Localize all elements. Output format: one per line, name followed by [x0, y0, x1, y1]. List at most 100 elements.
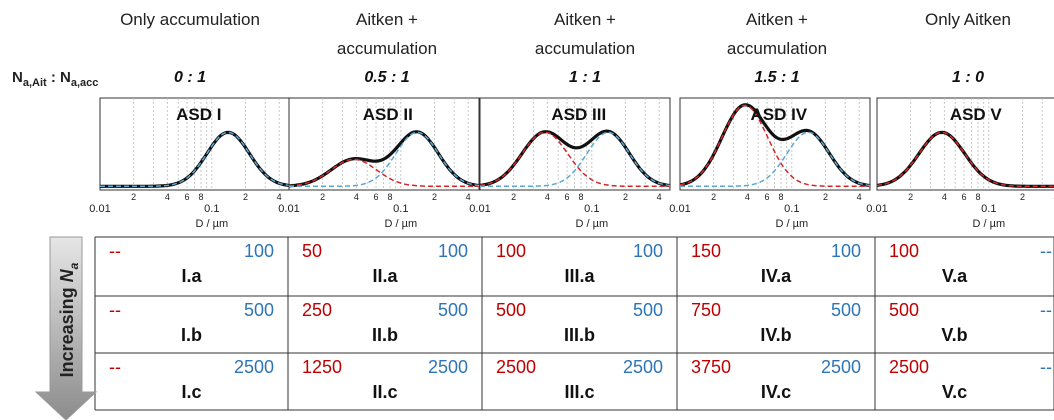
table-cell-i-c: -- 2500 I.c: [109, 357, 274, 402]
case-id: V.c: [942, 382, 967, 402]
asd-panel-4: Aitken + accumulation 1.5 : 1 ASD IV 0.01 2 4 6…: [669, 10, 871, 230]
accumulation-concentration: 500: [438, 300, 468, 320]
panel-label: ASD III: [551, 105, 606, 124]
case-id: IV.b: [760, 325, 791, 345]
x-axis-label: D / µm: [776, 218, 809, 230]
panel-header-line1: Only accumulation: [120, 10, 260, 29]
tick-label-2: 2: [823, 192, 828, 202]
asd-panel-1: Only accumulation 0 : 1 ASD I 0.01 2 4 6 80.1 2 4…: [89, 10, 291, 230]
asd-panel-3: Aitken + accumulation 1 : 1 ASD III 0.01 2 4 6 8…: [469, 10, 671, 230]
table-cell-ii-b: 250 500 II.b: [302, 300, 468, 345]
tick-label-8: 8: [778, 192, 783, 202]
accumulation-concentration: 500: [633, 300, 663, 320]
table-cell-iv-b: 750 500 IV.b: [691, 300, 861, 345]
case-id: III.b: [564, 325, 595, 345]
case-id: I.b: [181, 325, 202, 345]
panel-header-line1: Aitken +: [746, 10, 808, 29]
tick-label-0.1: 0.1: [204, 203, 219, 215]
aitken-concentration: 50: [302, 241, 322, 261]
accumulation-concentration: 100: [633, 241, 663, 261]
panel-label: ASD II: [363, 105, 413, 124]
increasing-na-arrow: Increasing Na: [34, 236, 98, 420]
ratio-legend-label: Na,Ait : Na,acc: [12, 69, 98, 89]
tick-label-6: 6: [565, 192, 570, 202]
case-id: V.a: [942, 266, 968, 286]
tick-label-4: 4: [745, 192, 750, 202]
aitken-concentration: 250: [302, 300, 332, 320]
plot-frame: [679, 97, 871, 191]
aitken-concentration: 1250: [302, 357, 342, 377]
tick-label-0.01: 0.01: [669, 203, 690, 215]
table-cell-v-b: 500 -- V.b: [889, 300, 1052, 345]
table-cell-v-c: 2500 -- V.c: [889, 357, 1052, 402]
case-id: II.c: [372, 382, 397, 402]
tick-label-2: 2: [908, 192, 913, 202]
tick-label-2: 2: [243, 192, 248, 202]
tick-label-2: 2: [131, 192, 136, 202]
tick-label-0.1: 0.1: [784, 203, 799, 215]
accumulation-concentration: 2500: [623, 357, 663, 377]
tick-label-0.01: 0.01: [469, 203, 490, 215]
panel-label: ASD IV: [750, 105, 807, 124]
panel-header-line2: accumulation: [727, 39, 827, 58]
accumulation-mode-curve: [100, 131, 291, 188]
table-cell-i-b: -- 500 I.b: [109, 300, 274, 345]
plot-frame: [876, 97, 1054, 191]
accumulation-concentration: 100: [831, 241, 861, 261]
panel-header-line2: accumulation: [535, 39, 635, 58]
tick-label-4: 4: [657, 192, 662, 202]
tick-label-6: 6: [765, 192, 770, 202]
tick-label-0.1: 0.1: [981, 203, 996, 215]
aitken-concentration: 100: [496, 241, 526, 261]
panel-ratio: 0.5 : 1: [364, 69, 409, 86]
accumulation-concentration: 500: [831, 300, 861, 320]
accumulation-concentration: --: [1040, 300, 1052, 320]
table-cell-v-a: 100 -- V.a: [889, 241, 1052, 286]
tick-label-0.01: 0.01: [866, 203, 887, 215]
panel-header-line1: Aitken +: [554, 10, 616, 29]
accumulation-concentration: 2500: [821, 357, 861, 377]
tick-label-2: 2: [432, 192, 437, 202]
aitken-mode-curve: [288, 158, 479, 188]
plot-frame: [479, 97, 671, 191]
tick-label-6: 6: [374, 192, 379, 202]
panel-ratio: 1 : 0: [952, 69, 984, 86]
concentration-table: -- 100 I.a -- 500 I.b -- 2500 I.c 50 100 II.a 250 500…: [94, 236, 1054, 411]
tick-label-4: 4: [545, 192, 550, 202]
panel-ratio: 1 : 1: [569, 69, 601, 86]
aitken-concentration: 100: [889, 241, 919, 261]
aitken-mode-curve: [679, 104, 870, 188]
tick-label-2: 2: [1020, 192, 1025, 202]
aitken-concentration: 2500: [496, 357, 536, 377]
case-id: I.c: [181, 382, 201, 402]
accumulation-mode-curve: [289, 131, 480, 188]
table-cell-i-a: -- 100 I.a: [109, 241, 274, 286]
case-id: IV.c: [761, 382, 791, 402]
accumulation-concentration: 500: [244, 300, 274, 320]
accumulation-concentration: --: [1040, 357, 1052, 377]
tick-label-6: 6: [962, 192, 967, 202]
case-id: III.c: [564, 382, 594, 402]
aitken-concentration: 750: [691, 300, 721, 320]
table-cell-iii-c: 2500 2500 III.c: [496, 357, 663, 402]
tick-label-8: 8: [578, 192, 583, 202]
x-axis-label: D / µm: [385, 218, 418, 230]
case-id: II.b: [372, 325, 398, 345]
tick-label-2: 2: [711, 192, 716, 202]
tick-label-8: 8: [198, 192, 203, 202]
table-cell-ii-a: 50 100 II.a: [302, 241, 468, 286]
tick-label-4: 4: [466, 192, 471, 202]
tick-label-0.01: 0.01: [278, 203, 299, 215]
aitken-concentration: 500: [889, 300, 919, 320]
panel-header-line1: Aitken +: [356, 10, 418, 29]
tick-label-4: 4: [165, 192, 170, 202]
tick-label-2: 2: [511, 192, 516, 202]
accumulation-mode-curve: [680, 131, 871, 188]
arrow-shape: [34, 236, 98, 420]
aitken-concentration: --: [109, 300, 121, 320]
asd-panel-2: Aitken + accumulation 0.5 : 1 ASD II 0.01 2 4 6…: [278, 10, 480, 230]
table-cell-iv-a: 150 100 IV.a: [691, 241, 861, 286]
case-id: V.b: [941, 325, 967, 345]
tick-label-4: 4: [857, 192, 862, 202]
